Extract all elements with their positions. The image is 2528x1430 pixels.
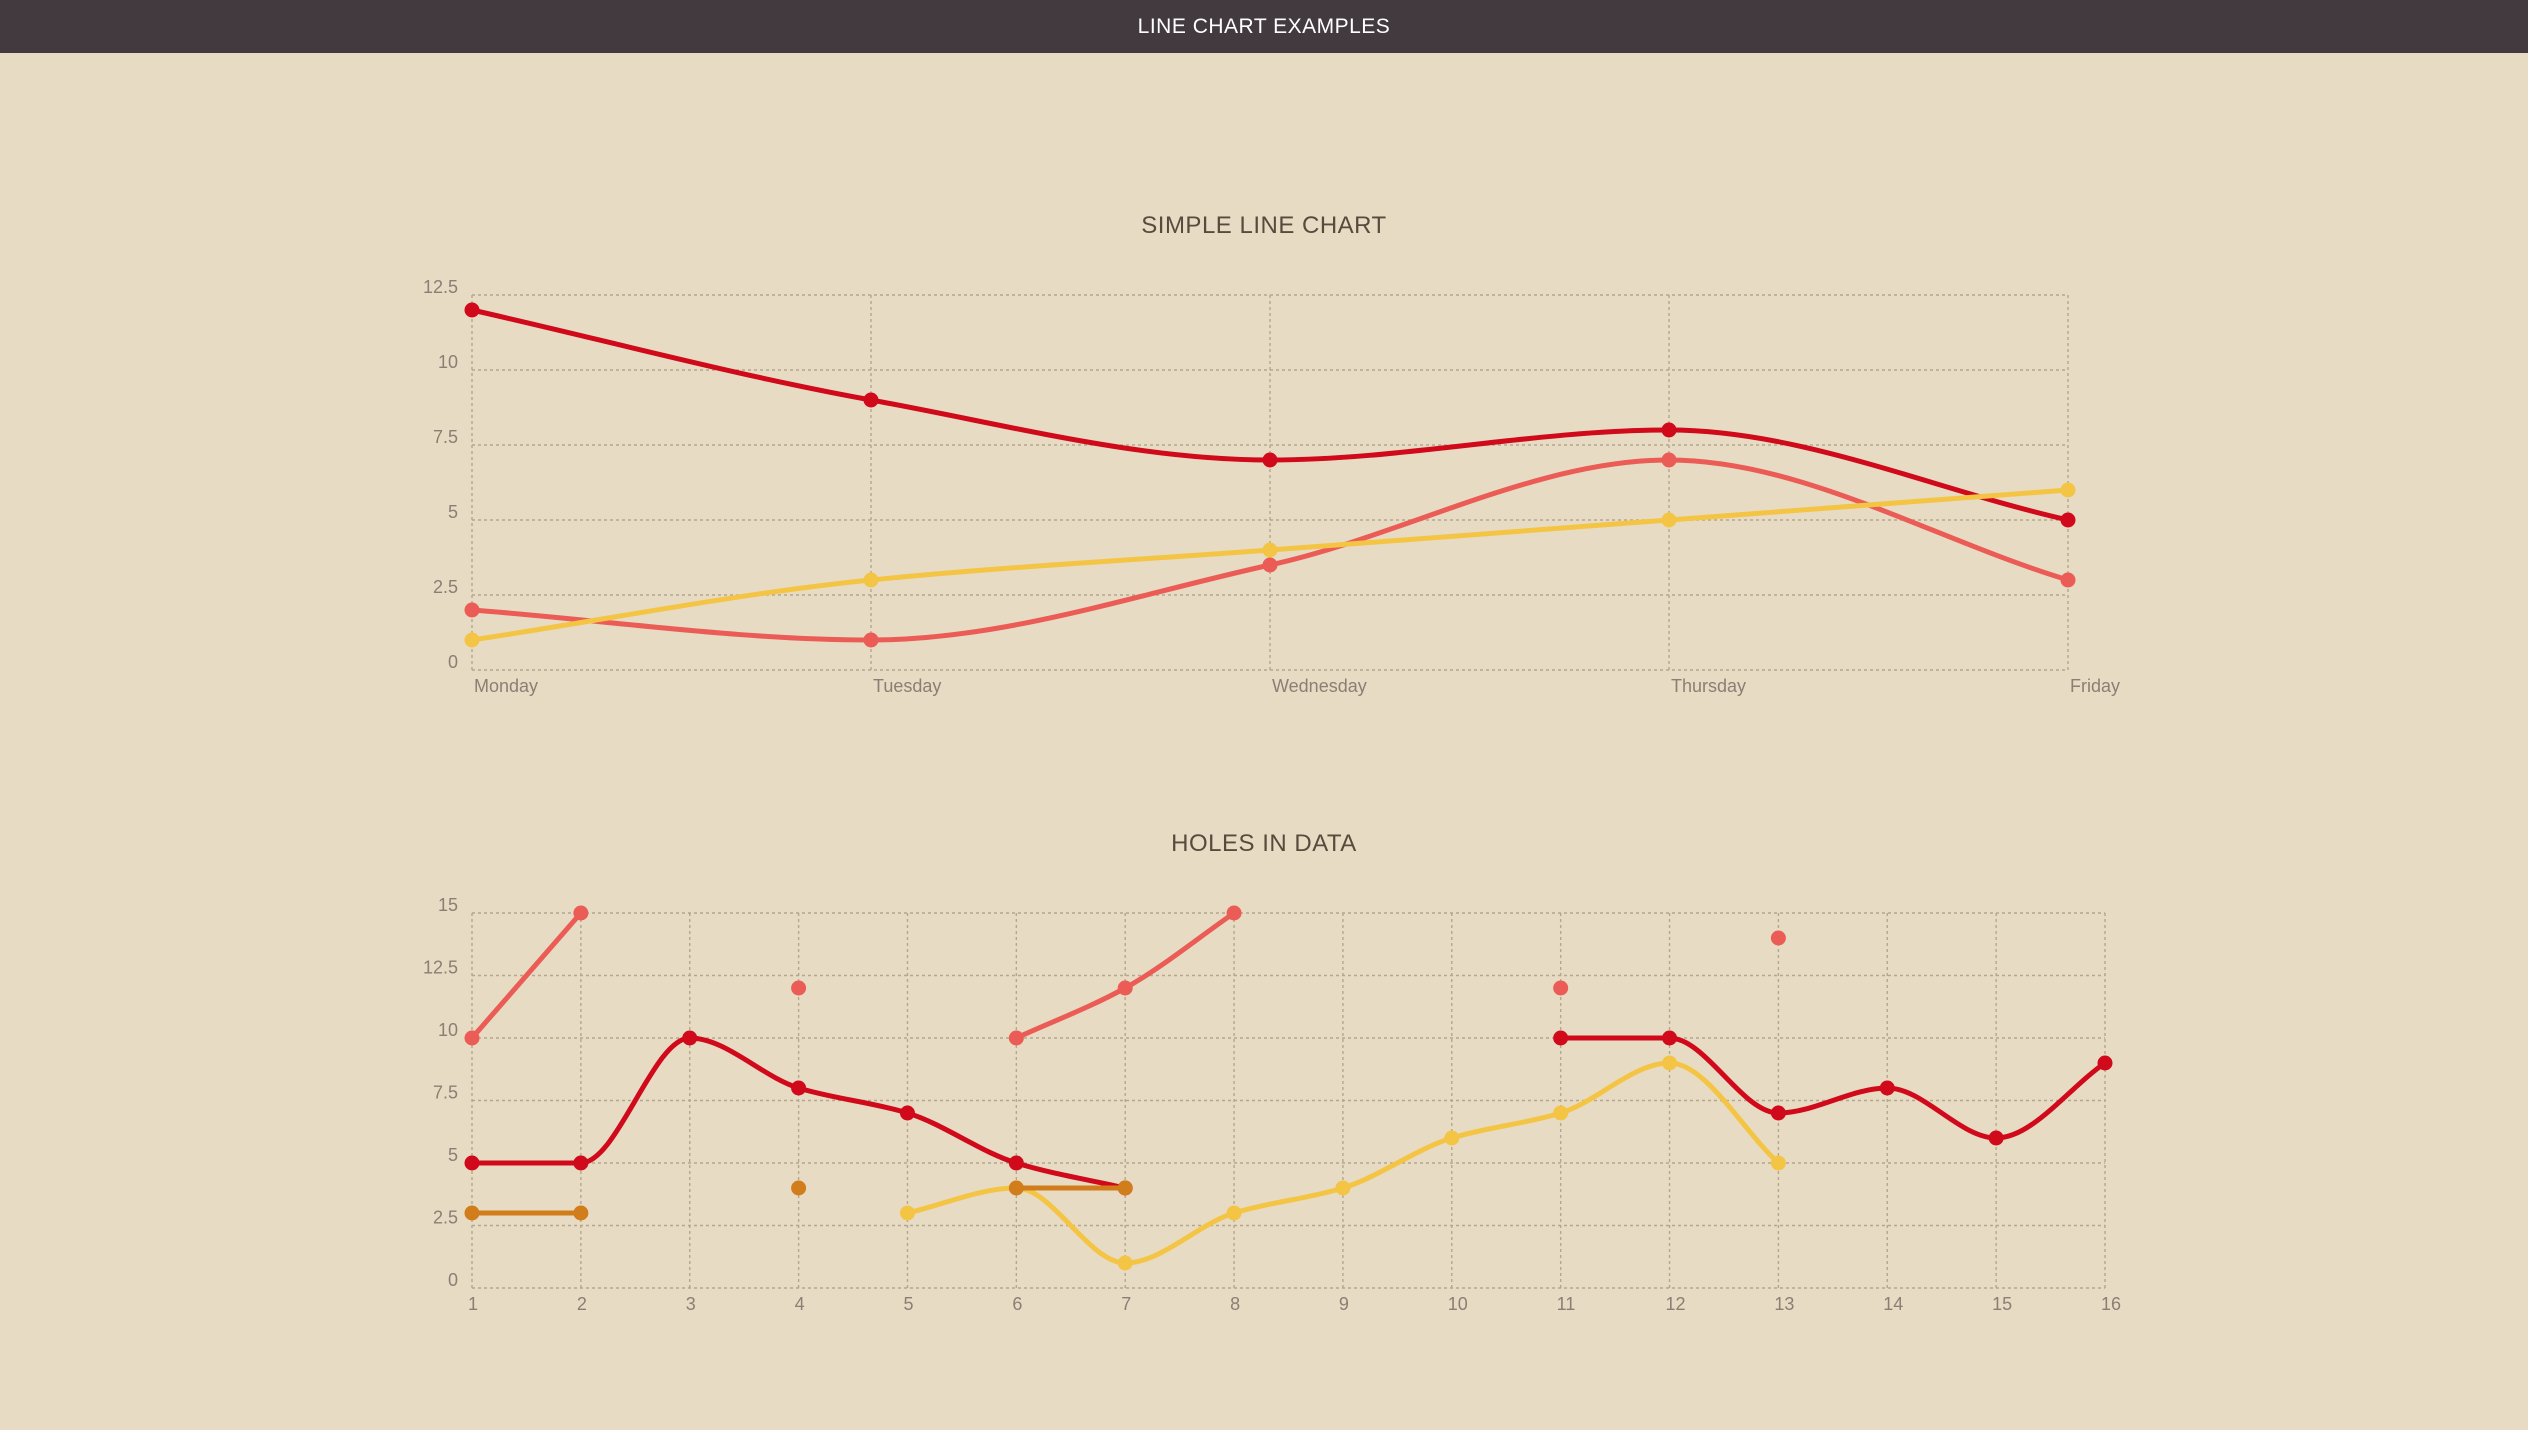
data-point[interactable]: [863, 572, 879, 588]
chart-title-holes: HOLES IN DATA: [1171, 830, 1357, 857]
x-tick-label: Friday: [2070, 676, 2120, 696]
data-point[interactable]: [899, 1105, 915, 1121]
data-point[interactable]: [791, 980, 807, 996]
x-tick-label: 1: [468, 1294, 478, 1314]
data-point[interactable]: [1661, 422, 1677, 438]
data-point[interactable]: [1553, 1105, 1569, 1121]
y-tick-label: 2.5: [433, 577, 458, 597]
y-tick-label: 15: [438, 895, 458, 915]
data-point[interactable]: [1770, 1155, 1786, 1171]
data-point[interactable]: [573, 1155, 589, 1171]
series-line: [1558, 1035, 2108, 1141]
data-point[interactable]: [1662, 1055, 1678, 1071]
data-point[interactable]: [1117, 1180, 1133, 1196]
data-point[interactable]: [1117, 1255, 1133, 1271]
y-tick-label: 0: [448, 652, 458, 672]
data-point[interactable]: [899, 1205, 915, 1221]
data-point[interactable]: [1662, 1030, 1678, 1046]
x-tick-label: 3: [686, 1294, 696, 1314]
data-point[interactable]: [2060, 482, 2076, 498]
series-3: [899, 1055, 1786, 1271]
data-point[interactable]: [1226, 905, 1242, 921]
data-point[interactable]: [2097, 1055, 2113, 1071]
header-title: LINE CHART EXAMPLES: [1137, 14, 1391, 38]
data-point[interactable]: [1661, 452, 1677, 468]
data-point[interactable]: [682, 1030, 698, 1046]
data-point[interactable]: [1226, 1205, 1242, 1221]
data-point[interactable]: [791, 1180, 807, 1196]
x-tick-label: 14: [1883, 1294, 1903, 1314]
data-point[interactable]: [863, 392, 879, 408]
y-tick-label: 5: [448, 502, 458, 522]
header-bar: LINE CHART EXAMPLES: [0, 0, 2528, 53]
y-tick-label: 12.5: [423, 277, 458, 297]
x-tick-label: 7: [1121, 1294, 1131, 1314]
data-point[interactable]: [791, 1080, 807, 1096]
x-tick-label: 4: [795, 1294, 805, 1314]
data-point[interactable]: [464, 1030, 480, 1046]
x-tick-label: 15: [1992, 1294, 2012, 1314]
y-tick-label: 7.5: [433, 1083, 458, 1103]
y-tick-label: 12.5: [423, 958, 458, 978]
data-point[interactable]: [1879, 1080, 1895, 1096]
series-3: [464, 482, 2076, 648]
x-tick-label: Thursday: [1671, 676, 1746, 696]
data-point[interactable]: [1117, 980, 1133, 996]
y-tick-label: 7.5: [433, 427, 458, 447]
series-line: [469, 910, 584, 1041]
data-point[interactable]: [1008, 1155, 1024, 1171]
data-point[interactable]: [2060, 512, 2076, 528]
data-point[interactable]: [1262, 557, 1278, 573]
x-tick-label: Monday: [474, 676, 538, 696]
x-tick-label: 5: [903, 1294, 913, 1314]
y-tick-label: 10: [438, 352, 458, 372]
y-tick-label: 5: [448, 1145, 458, 1165]
series-1: [464, 302, 2076, 528]
x-tick-label: 11: [1557, 1294, 1576, 1314]
data-point[interactable]: [464, 1155, 480, 1171]
data-point[interactable]: [1553, 980, 1569, 996]
data-point[interactable]: [1988, 1130, 2004, 1146]
grid: [471, 912, 2106, 1289]
x-tick-label: Tuesday: [873, 676, 941, 696]
x-tick-label: Wednesday: [1272, 676, 1367, 696]
data-point[interactable]: [1262, 452, 1278, 468]
data-point[interactable]: [464, 302, 480, 318]
chart-title-simple: SIMPLE LINE CHART: [1141, 212, 1387, 239]
x-tick-label: 16: [2101, 1294, 2121, 1314]
data-point[interactable]: [1008, 1030, 1024, 1046]
data-point[interactable]: [863, 632, 879, 648]
x-tick-label: 10: [1448, 1294, 1468, 1314]
data-point[interactable]: [1770, 930, 1786, 946]
series-4: [464, 1180, 1133, 1221]
data-point[interactable]: [573, 1205, 589, 1221]
data-point[interactable]: [464, 1205, 480, 1221]
x-tick-label: 2: [577, 1294, 587, 1314]
y-tick-label: 10: [438, 1020, 458, 1040]
data-point[interactable]: [1553, 1030, 1569, 1046]
data-point[interactable]: [464, 602, 480, 618]
data-point[interactable]: [1770, 1105, 1786, 1121]
y-tick-label: 2.5: [433, 1208, 458, 1228]
grid: [471, 294, 2069, 671]
data-point[interactable]: [1335, 1180, 1351, 1196]
simple-line-chart: 0 2.5 5 7.5 10 12.5 Monday Tuesday Wednesday Thur…: [423, 277, 2120, 696]
data-point[interactable]: [1262, 542, 1278, 558]
x-tick-label: 8: [1230, 1294, 1240, 1314]
y-tick-label: 0: [448, 1270, 458, 1290]
series-2: [464, 452, 2076, 648]
data-point[interactable]: [1008, 1180, 1024, 1196]
series-2: [464, 905, 1786, 1046]
series-1: [464, 1030, 2113, 1196]
x-tick-label: 12: [1666, 1294, 1686, 1314]
data-point[interactable]: [1661, 512, 1677, 528]
x-tick-label: 13: [1774, 1294, 1794, 1314]
data-point[interactable]: [464, 632, 480, 648]
x-tick-label: 9: [1339, 1294, 1349, 1314]
x-tick-label: 6: [1012, 1294, 1022, 1314]
data-point[interactable]: [573, 905, 589, 921]
data-point[interactable]: [2060, 572, 2076, 588]
data-point[interactable]: [1444, 1130, 1460, 1146]
